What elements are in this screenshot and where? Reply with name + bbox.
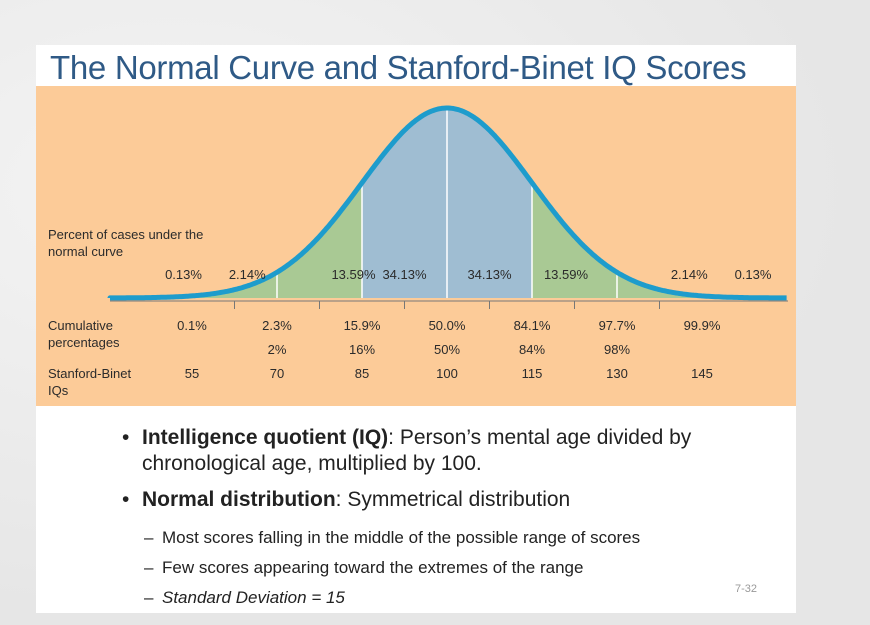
normal-curve-line xyxy=(107,105,788,301)
slide-title: The Normal Curve and Stanford-Binet IQ S… xyxy=(50,49,747,86)
left-tail-area xyxy=(110,183,362,298)
cumulative-value: 0.1% xyxy=(177,318,207,333)
segment-percent-label: 2.14% xyxy=(671,267,708,282)
bullet-list: Intelligence quotient (IQ): Person’s men… xyxy=(122,425,762,613)
sub-bullet: – Most scores falling in the middle of th… xyxy=(144,528,641,547)
bullet-term: Normal distribution xyxy=(142,488,336,511)
cumulative-value: 2.3% xyxy=(262,318,292,333)
bullet-term: Intelligence quotient (IQ) xyxy=(142,426,389,449)
iq-score: 85 xyxy=(355,366,369,381)
segment-percent-label: 13.59% xyxy=(544,267,589,282)
percent-label: Percent of cases under the xyxy=(48,227,203,242)
percent-label: normal curve xyxy=(48,244,123,259)
cumulative-value: 50.0% xyxy=(429,318,466,333)
cumulative-rounded-value: 2% xyxy=(268,342,287,357)
iq-score: 70 xyxy=(270,366,284,381)
segment-percent-label: 13.59% xyxy=(331,267,376,282)
sub-bullet-text: Few scores appearing toward the extremes… xyxy=(162,558,584,577)
right-tail-area xyxy=(532,182,788,298)
sub-bullet: – Few scores appearing toward the extreme… xyxy=(144,558,584,577)
cumulative-rounded-value: 84% xyxy=(519,342,545,357)
sub-bullet-text: Standard Deviation = 15 xyxy=(162,588,345,607)
slide: The Normal Curve and Stanford-Binet IQ S… xyxy=(36,45,796,613)
cumulative-value: 15.9% xyxy=(344,318,381,333)
iq-score: 55 xyxy=(185,366,199,381)
sub-bullet-text: Most scores falling in the middle of the… xyxy=(162,528,641,547)
bullet-normal: Normal distribution: Symmetrical distrib… xyxy=(122,487,762,513)
segment-percent-label: 34.13% xyxy=(382,267,427,282)
normal-curve-chart: Percent of cases under the normal curve 0.… xyxy=(48,105,788,398)
cumulative-rounded-value: 50% xyxy=(434,342,460,357)
cumulative-rounded-value: 16% xyxy=(349,342,375,357)
segment-percent-label: 0.13% xyxy=(735,267,772,282)
iq-score: 100 xyxy=(436,366,458,381)
segment-percent-label: 0.13% xyxy=(165,267,202,282)
iq-score: 145 xyxy=(691,366,713,381)
bullet-iq: Intelligence quotient (IQ): Person’s men… xyxy=(122,425,762,477)
cumulative-value: 84.1% xyxy=(514,318,551,333)
iq-score: 115 xyxy=(522,366,543,381)
iq-score: 130 xyxy=(606,366,628,381)
iq-label: Stanford-Binet xyxy=(48,366,131,381)
segment-percent-label: 2.14% xyxy=(229,267,266,282)
segment-percent-label: 34.13% xyxy=(467,267,512,282)
cumulative-rounded-value: 98% xyxy=(604,342,630,357)
chart-panel: Percent of cases under the normal curve 0.… xyxy=(36,86,796,406)
iq-label: IQs xyxy=(48,383,69,398)
bullet-text: : Person’s mental age divided by chronol… xyxy=(142,426,692,475)
cumulative-label: percentages xyxy=(48,335,120,350)
cumulative-label: Cumulative xyxy=(48,318,113,333)
cumulative-value: 97.7% xyxy=(599,318,636,333)
slide-number: 7-32 xyxy=(735,583,758,595)
bullet-text: : Symmetrical distribution xyxy=(335,488,571,511)
cumulative-value: 99.9% xyxy=(684,318,721,333)
sub-bullet: – Standard Deviation = 15 xyxy=(144,588,345,607)
